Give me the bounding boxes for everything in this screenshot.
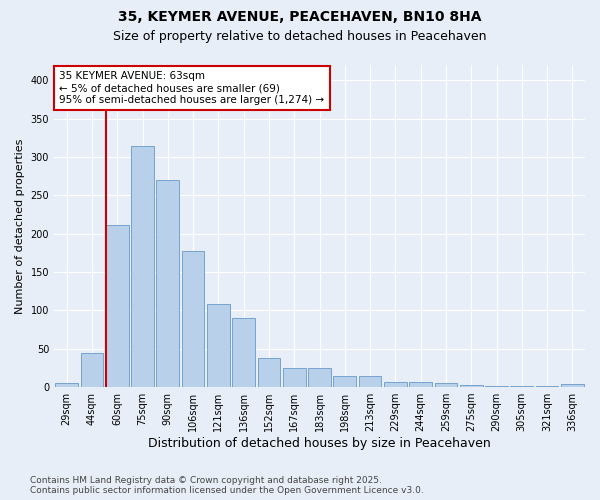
Bar [359, 376, 382, 387]
Bar [384, 382, 407, 387]
Bar [157, 180, 179, 387]
Bar [434, 383, 457, 387]
Bar [106, 224, 128, 387]
Bar [308, 368, 331, 387]
Bar [80, 354, 103, 387]
Bar [131, 146, 154, 387]
Bar [409, 382, 432, 387]
Text: 35 KEYMER AVENUE: 63sqm
← 5% of detached houses are smaller (69)
95% of semi-det: 35 KEYMER AVENUE: 63sqm ← 5% of detached… [59, 72, 325, 104]
Text: Size of property relative to detached houses in Peacehaven: Size of property relative to detached ho… [113, 30, 487, 43]
Bar [182, 250, 205, 387]
Text: Contains HM Land Registry data © Crown copyright and database right 2025.
Contai: Contains HM Land Registry data © Crown c… [30, 476, 424, 495]
X-axis label: Distribution of detached houses by size in Peacehaven: Distribution of detached houses by size … [148, 437, 491, 450]
Bar [485, 386, 508, 387]
Bar [536, 386, 559, 387]
Bar [232, 318, 255, 387]
Bar [207, 304, 230, 387]
Bar [283, 368, 305, 387]
Text: 35, KEYMER AVENUE, PEACEHAVEN, BN10 8HA: 35, KEYMER AVENUE, PEACEHAVEN, BN10 8HA [118, 10, 482, 24]
Bar [511, 386, 533, 387]
Y-axis label: Number of detached properties: Number of detached properties [15, 138, 25, 314]
Bar [561, 384, 584, 387]
Bar [55, 383, 78, 387]
Bar [460, 385, 482, 387]
Bar [257, 358, 280, 387]
Bar [334, 376, 356, 387]
